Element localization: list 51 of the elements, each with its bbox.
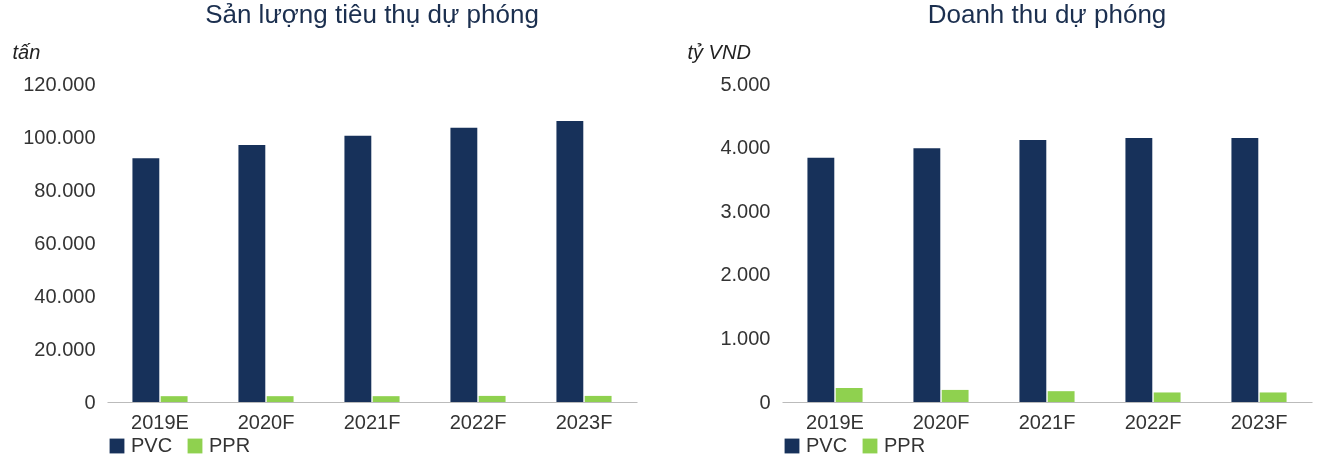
bar xyxy=(835,388,863,402)
bar xyxy=(1231,138,1259,402)
bar xyxy=(450,127,478,402)
x-tick-label: 2022F xyxy=(449,410,507,433)
bar xyxy=(238,144,266,402)
y-tick-label: 1.000 xyxy=(720,326,771,349)
bar xyxy=(584,395,612,402)
bar xyxy=(132,158,160,402)
y-tick-label: 40.000 xyxy=(34,284,96,307)
x-tick-label: 2021F xyxy=(1018,410,1076,433)
x-tick-label: 2023F xyxy=(555,410,613,433)
x-tick-label: 2022F xyxy=(1124,410,1182,433)
bar xyxy=(372,396,400,402)
x-tick-label: 2023F xyxy=(1230,410,1288,433)
y-axis-title: tỷ VND xyxy=(687,40,751,63)
x-tick-label: 2020F xyxy=(237,410,295,433)
bar xyxy=(344,135,372,402)
bar xyxy=(1125,138,1153,402)
y-tick-label: 80.000 xyxy=(34,178,96,201)
bar xyxy=(478,395,506,402)
x-tick-label: 2021F xyxy=(343,410,401,433)
legend-label: PVC xyxy=(806,434,848,456)
bar xyxy=(1047,391,1075,402)
legend-label: PPR xyxy=(209,434,251,456)
chart-title: Sản lượng tiêu thụ dự phóng xyxy=(205,0,539,29)
bar xyxy=(913,148,941,402)
chart-title: Doanh thu dự phóng xyxy=(927,0,1167,29)
bar xyxy=(807,157,835,402)
y-tick-label: 100.000 xyxy=(23,125,96,148)
legend-label: PPR xyxy=(884,434,926,456)
bar xyxy=(1259,392,1287,402)
y-tick-label: 60.000 xyxy=(34,231,96,254)
bar xyxy=(1019,139,1047,402)
y-tick-label: 5.000 xyxy=(720,72,771,95)
y-axis-title: tấn xyxy=(12,40,41,63)
y-tick-label: 0 xyxy=(759,390,771,413)
y-tick-label: 4.000 xyxy=(720,136,771,159)
y-tick-label: 20.000 xyxy=(34,337,96,360)
x-tick-label: 2019E xyxy=(806,410,864,433)
bar xyxy=(160,396,188,402)
y-tick-label: 0 xyxy=(84,390,96,413)
bar xyxy=(941,389,969,402)
legend-label: PVC xyxy=(131,434,173,456)
x-tick-label: 2020F xyxy=(912,410,970,433)
y-tick-label: 3.000 xyxy=(720,199,771,222)
y-tick-label: 2.000 xyxy=(720,263,771,286)
bar xyxy=(556,121,584,402)
y-tick-label: 120.000 xyxy=(23,72,96,95)
x-tick-label: 2019E xyxy=(131,410,189,433)
bar xyxy=(266,396,294,402)
bar xyxy=(1153,392,1181,402)
